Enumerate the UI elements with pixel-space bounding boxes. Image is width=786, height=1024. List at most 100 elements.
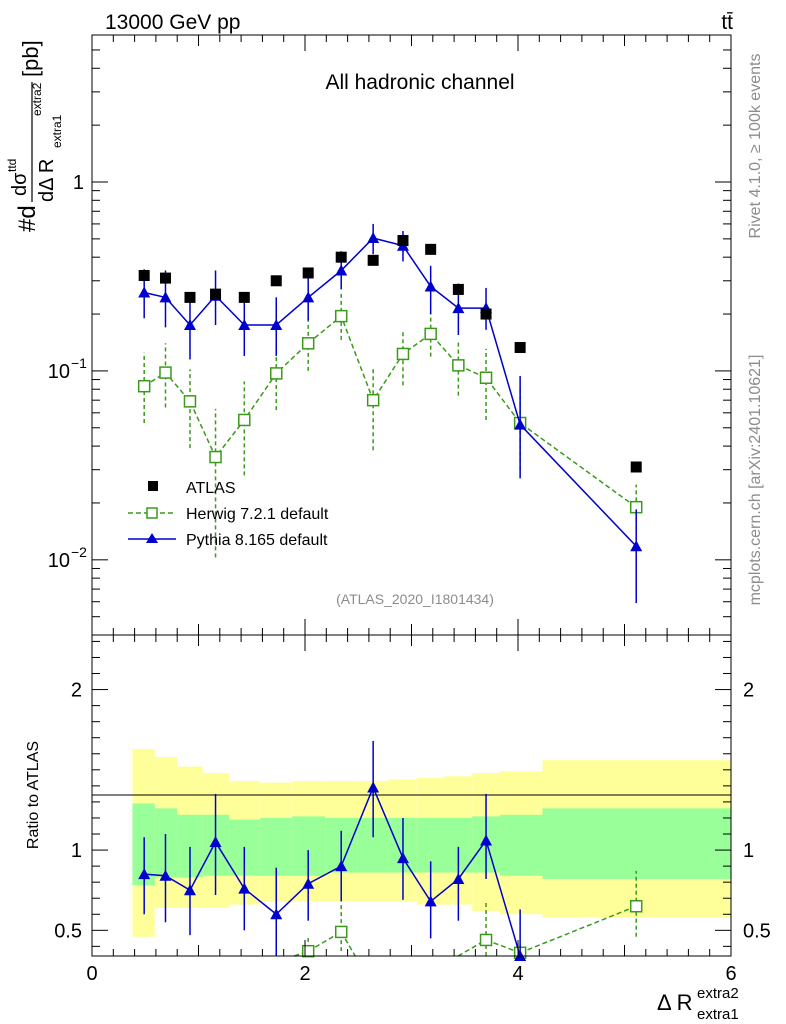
ratio-pythia-point [159,869,172,881]
ratio-pythia-point [270,908,283,920]
xlabel-sup: extra2 [697,985,739,1002]
ratio-herwig-point [479,933,493,947]
ratio-ytick-label-right: 2 [743,680,754,702]
pythia-point [514,418,527,430]
ratio-ytick-label-right: 0.5 [743,920,771,942]
ylabel-prefix: #d [14,205,41,232]
herwig-point [334,309,348,323]
pythia-point [630,540,643,552]
atlas-point [159,272,171,284]
herwig-point [452,359,465,372]
ylabel-den-sup: extra2 [30,82,44,116]
atlas-point [138,269,150,281]
herwig-point [137,379,151,393]
ratio-xtick-label: 2 [299,963,310,985]
mcplots-label: mcplots.cern.ch [arXiv:2401.10621] [747,355,764,606]
atlas-point [302,267,314,279]
main-ytick-label: 10 [48,550,70,572]
atlas-point [425,243,437,255]
ratio-ytick-label-left: 1 [71,840,82,862]
ylabel-num: dσ [9,172,31,196]
ratio-xtick-label: 4 [512,963,523,985]
herwig-point [238,413,251,427]
atlas-point [335,251,347,263]
ratio-panel: 0.5 0.5 1 1 2 2 0 2 4 6 Ratio to ATLAS Δ R extra2… [25,634,771,1023]
pythia-point [367,232,380,244]
ratio-xtick-label: 0 [86,963,97,985]
herwig-point [209,450,222,464]
pythia-point [238,319,251,331]
herwig-line [143,314,637,508]
legend-herwig-marker [146,507,158,519]
ratio-pythia-point [452,872,465,884]
ratio-ytick-label-left: 0.5 [54,920,82,942]
ratio-frame [91,634,732,957]
pythia-point [183,319,196,331]
ratio-pythia-point [367,781,380,793]
ratio-xlabel: Δ R extra2 extra1 [657,985,739,1023]
ratio-herwig-line [485,939,521,954]
ratio-herwig-point [334,925,348,939]
herwig-point [159,366,172,379]
atlas-point [630,461,642,473]
herwig-point [396,347,410,361]
main-ytick-label: 10 [48,361,70,383]
header-right: tt̄ [721,11,733,34]
pythia-point [335,264,348,276]
main-ytick-label: 1 [73,172,84,194]
pythia-point [270,319,283,331]
ylabel-num-sup: ttd [5,159,19,172]
main-marks [137,223,643,604]
herwig-point [269,367,283,380]
main-axes: 110−110−2 [48,34,732,636]
ratio-herwig-point [301,944,315,958]
ratio-band-green [542,808,731,879]
legend-herwig-label: Herwig 7.2.1 default [186,506,329,523]
main-ylabel: #d dσ ttd dΔ R extra1 extra2 [pb] [5,40,64,232]
main-panel: 110−110−2 All hadronic channel (ATLAS_20… [5,34,732,636]
herwig-point [479,371,493,385]
pythia-point [159,291,172,303]
atlas-point [452,283,464,295]
ratio-axes: 0.5 0.5 1 1 2 2 0 2 4 6 [54,635,771,985]
ratio-marks [138,740,643,961]
pythia-point [424,280,437,292]
main-ytick-exponent: −1 [71,355,87,371]
atlas-point [184,291,196,303]
atlas-point [238,291,250,303]
legend-atlas-label: ATLAS [186,480,236,497]
legend: ATLAS Herwig 7.2.1 default Pythia 8.165 … [128,480,329,549]
ratio-herwig-line [519,905,637,954]
atlas-point [397,235,409,247]
ratio-pythia-point [138,868,151,880]
ratio-band-green [260,817,293,876]
ratio-herwig-line [307,931,342,952]
ylabel-unit: [pb] [18,40,43,77]
xlabel-main: Δ R [657,990,692,1015]
header-left: 13000 GeV pp [105,11,240,34]
watermark: (ATLAS_2020_I1801434) [336,591,494,607]
ratio-pythia-point [183,884,196,896]
atlas-point [514,342,526,354]
pythia-line [144,237,637,547]
ylabel-den: dΔ R [36,159,58,202]
ratio-pythia-point [335,860,348,872]
main-ytick-exponent: −2 [71,544,87,560]
pythia-point [302,291,315,303]
atlas-point [210,288,222,300]
ratio-pythia-point [424,895,437,907]
ratio-band-green [499,814,543,876]
ratio-xtick-label: 6 [725,963,736,985]
legend-pythia-marker [146,533,158,543]
atlas-point [367,254,379,266]
rivet-label: Rivet 4.1.0, ≥ 100k events [747,54,764,239]
ratio-pythia-point [396,852,409,864]
ratio-ytick-label-left: 2 [71,680,82,702]
herwig-point [366,393,380,407]
ratio-herwig-point [629,899,643,913]
ratio-ylabel: Ratio to ATLAS [25,741,42,849]
herwig-point [183,395,197,408]
ratio-pythia-point [238,882,251,894]
herwig-point [424,327,437,341]
